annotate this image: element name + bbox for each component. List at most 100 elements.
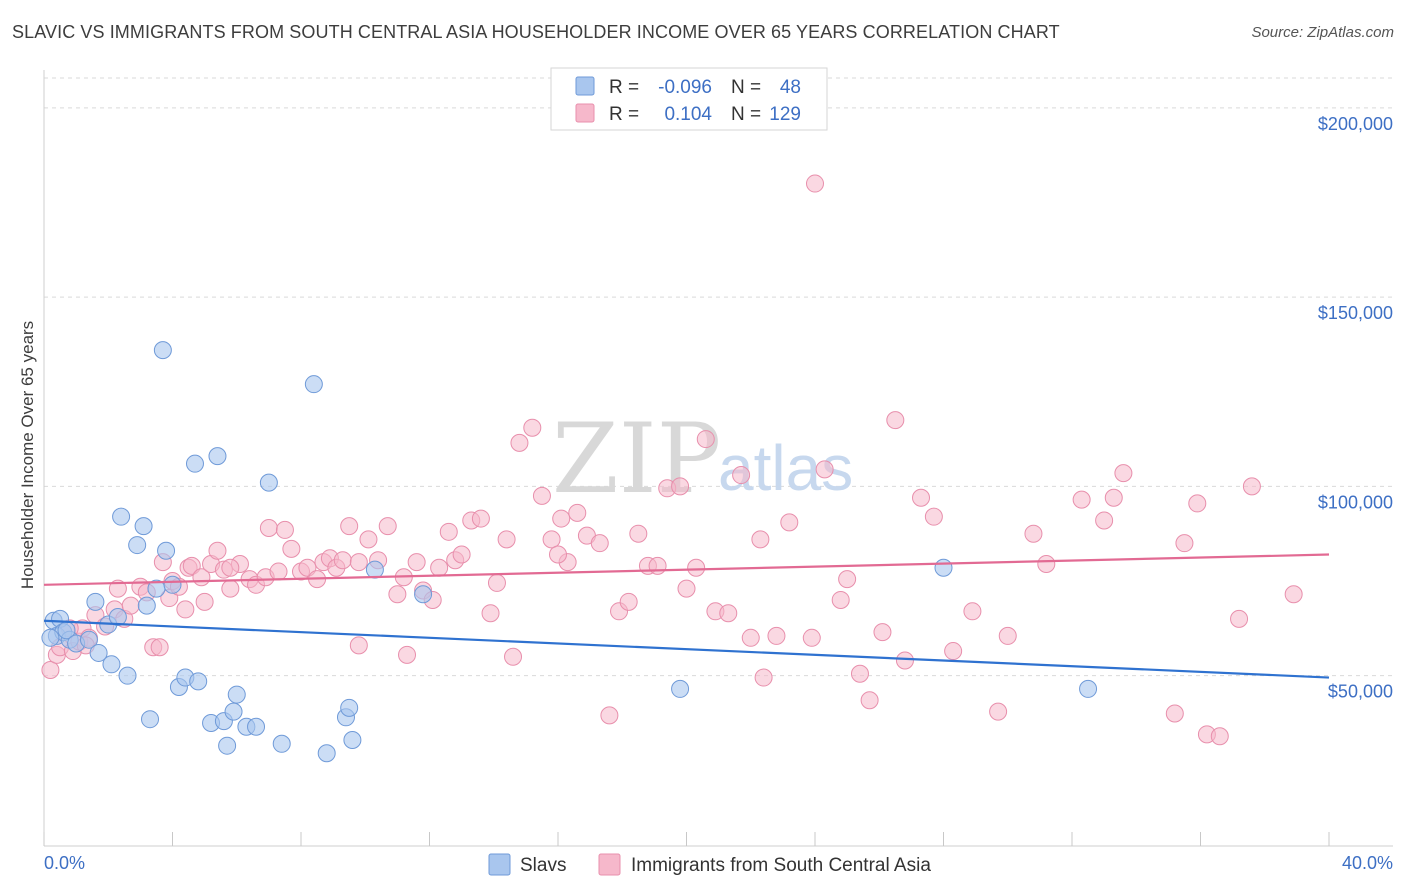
point-immigrants <box>398 645 417 664</box>
point-immigrants <box>590 534 609 553</box>
point-immigrants <box>1024 524 1043 543</box>
point-slavs <box>141 710 160 729</box>
point-immigrants <box>780 513 799 532</box>
point-immigrants <box>150 638 169 657</box>
point-immigrants <box>275 520 294 539</box>
point-immigrants <box>1188 494 1207 513</box>
point-immigrants <box>504 647 523 666</box>
point-immigrants <box>1072 490 1091 509</box>
y-tick-labels: $50,000 $100,000 $150,000 $200,000 <box>1318 114 1393 702</box>
point-immigrants <box>1037 554 1056 573</box>
point-immigrants <box>815 460 834 479</box>
point-slavs <box>79 630 98 649</box>
point-immigrants <box>221 579 240 598</box>
point-immigrants <box>340 517 359 536</box>
legend-bottom-label-slavs: Slavs <box>520 855 566 876</box>
point-slavs <box>272 734 291 753</box>
point-immigrants <box>873 623 892 642</box>
point-slavs <box>128 536 147 555</box>
watermark-zip: ZIP <box>552 403 721 515</box>
point-slavs <box>227 685 246 704</box>
point-slavs <box>414 585 433 604</box>
y-tick-label: $50,000 <box>1328 682 1393 702</box>
point-immigrants <box>719 604 738 623</box>
legend-r-value-1: -0.096 <box>658 77 712 98</box>
point-slavs <box>317 744 336 763</box>
point-slavs <box>259 473 278 492</box>
point-slavs <box>224 702 243 721</box>
point-immigrants <box>1104 488 1123 507</box>
point-immigrants <box>497 530 516 549</box>
point-slavs <box>671 679 690 698</box>
series-slavs <box>41 341 1098 763</box>
point-slavs <box>134 517 153 536</box>
x-tick-label-max: 40.0% <box>1342 853 1393 873</box>
point-slavs <box>1079 679 1098 698</box>
point-immigrants <box>108 579 127 598</box>
legend-r-label-1: R = <box>609 77 639 98</box>
trend-line-slavs <box>43 619 1330 679</box>
point-slavs <box>41 628 60 647</box>
legend-box <box>550 67 828 131</box>
point-immigrants <box>259 519 278 538</box>
point-immigrants <box>648 556 667 575</box>
legend-r-value-2: 0.104 <box>664 104 712 125</box>
point-immigrants <box>998 626 1017 645</box>
point-immigrants <box>359 530 378 549</box>
point-slavs <box>218 736 237 755</box>
legend-bottom-swatch-slavs <box>488 853 511 876</box>
series-immigrants <box>41 174 1303 746</box>
point-slavs <box>157 541 176 560</box>
point-immigrants <box>677 579 696 598</box>
point-slavs <box>208 447 227 466</box>
point-immigrants <box>831 590 850 609</box>
point-immigrants <box>629 524 648 543</box>
legend-bottom-label-immigrants: Immigrants from South Central Asia <box>631 855 931 876</box>
point-immigrants <box>989 702 1008 721</box>
point-immigrants <box>806 174 824 193</box>
point-immigrants <box>430 558 449 577</box>
point-slavs <box>163 575 182 594</box>
point-immigrants <box>487 573 506 592</box>
point-immigrants <box>221 558 240 577</box>
point-immigrants <box>542 530 561 549</box>
point-slavs <box>185 454 204 473</box>
point-slavs <box>89 643 108 662</box>
point-immigrants <box>767 626 786 645</box>
legend-bottom-swatch-immigrants <box>598 853 621 876</box>
trend-line-immigrants <box>43 553 1330 586</box>
point-immigrants <box>1230 609 1249 628</box>
y-tick-label: $200,000 <box>1318 114 1393 134</box>
point-immigrants <box>439 522 458 541</box>
point-immigrants <box>860 691 879 710</box>
point-immigrants <box>741 628 760 647</box>
point-immigrants <box>568 503 587 522</box>
point-slavs <box>102 655 121 674</box>
point-slavs <box>934 558 953 577</box>
point-immigrants <box>671 477 690 496</box>
point-immigrants <box>754 668 773 687</box>
point-immigrants <box>176 600 195 619</box>
point-immigrants <box>333 551 352 570</box>
point-slavs <box>86 592 105 611</box>
point-immigrants <box>41 660 60 679</box>
point-slavs <box>108 607 127 626</box>
y-tick-label: $150,000 <box>1318 303 1393 323</box>
point-immigrants <box>838 570 857 589</box>
legend-r-label-2: R = <box>609 104 639 125</box>
point-immigrants <box>532 486 551 505</box>
point-immigrants <box>600 706 619 725</box>
point-slavs <box>340 698 359 717</box>
point-immigrants <box>195 592 214 611</box>
x-tick-label-min: 0.0% <box>44 853 85 873</box>
point-immigrants <box>751 530 770 549</box>
point-immigrants <box>886 411 905 430</box>
point-immigrants <box>378 517 397 536</box>
point-immigrants <box>481 604 500 623</box>
point-immigrants <box>944 642 963 661</box>
legend-top: R = -0.096 N = 48 R = 0.104 N = 129 <box>550 67 828 131</box>
chart-title: SLAVIC VS IMMIGRANTS FROM SOUTH CENTRAL … <box>12 22 1060 42</box>
y-axis-title: Householder Income Over 65 years <box>18 321 37 589</box>
point-immigrants <box>1165 704 1184 723</box>
